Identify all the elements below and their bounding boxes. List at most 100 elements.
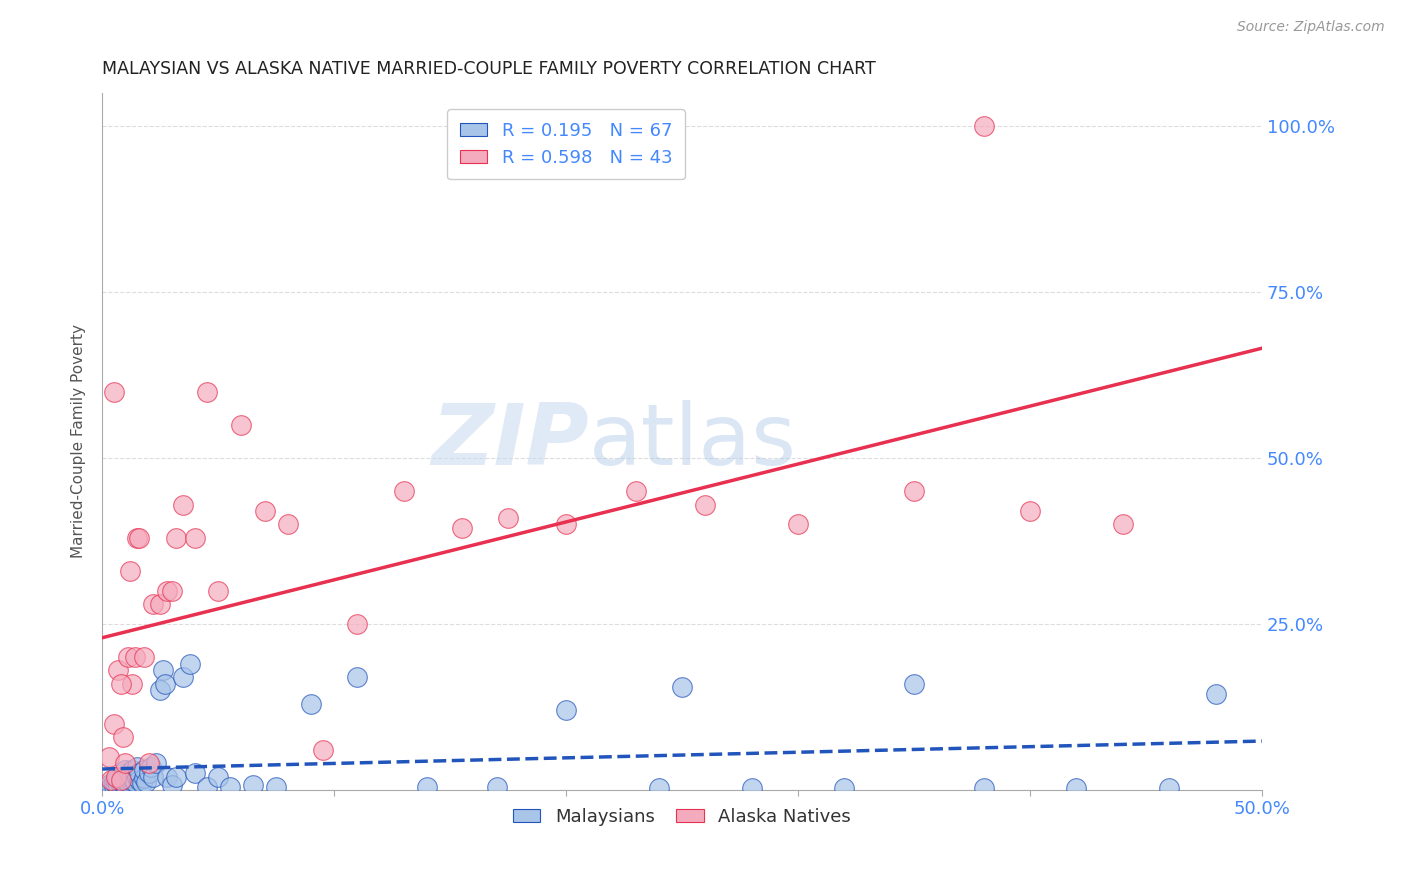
Point xyxy=(903,677,925,691)
Point xyxy=(903,484,925,499)
Point xyxy=(107,776,129,790)
Point xyxy=(1205,687,1227,701)
Point xyxy=(671,680,693,694)
Point xyxy=(741,780,763,795)
Point xyxy=(485,780,508,794)
Point xyxy=(242,778,264,792)
Text: Source: ZipAtlas.com: Source: ZipAtlas.com xyxy=(1237,20,1385,34)
Point xyxy=(160,583,183,598)
Point xyxy=(142,770,165,784)
Point xyxy=(100,776,122,790)
Point xyxy=(98,778,121,792)
Point xyxy=(100,772,122,787)
Point xyxy=(112,776,135,790)
Point xyxy=(118,766,141,780)
Point xyxy=(114,763,136,777)
Point xyxy=(416,780,439,794)
Point xyxy=(132,763,155,777)
Point xyxy=(834,780,856,795)
Point xyxy=(107,780,129,794)
Point xyxy=(346,617,368,632)
Point xyxy=(121,771,143,785)
Point xyxy=(103,775,125,789)
Point xyxy=(138,756,160,771)
Point xyxy=(96,780,118,794)
Point xyxy=(1112,517,1135,532)
Point xyxy=(311,743,333,757)
Point xyxy=(121,763,143,777)
Point xyxy=(128,766,150,780)
Point xyxy=(110,772,132,787)
Point xyxy=(103,716,125,731)
Point xyxy=(125,760,148,774)
Point xyxy=(648,780,671,795)
Point xyxy=(156,583,179,598)
Point xyxy=(114,772,136,787)
Point xyxy=(184,531,207,545)
Point xyxy=(117,770,139,784)
Point xyxy=(138,766,160,780)
Point xyxy=(231,417,253,432)
Point xyxy=(112,730,135,744)
Point xyxy=(124,650,146,665)
Point xyxy=(1159,780,1181,795)
Legend: Malaysians, Alaska Natives: Malaysians, Alaska Natives xyxy=(506,801,858,833)
Point xyxy=(110,770,132,784)
Point xyxy=(110,775,132,789)
Point xyxy=(195,384,218,399)
Point xyxy=(142,597,165,611)
Point xyxy=(695,498,717,512)
Point xyxy=(346,670,368,684)
Point xyxy=(131,776,153,790)
Point xyxy=(156,770,179,784)
Point xyxy=(98,780,121,795)
Point xyxy=(973,120,995,134)
Point xyxy=(149,683,172,698)
Point xyxy=(496,510,519,524)
Point xyxy=(207,770,229,784)
Text: atlas: atlas xyxy=(589,400,797,483)
Point xyxy=(1066,780,1088,795)
Point xyxy=(218,780,240,794)
Point xyxy=(299,697,322,711)
Point xyxy=(114,778,136,792)
Point xyxy=(125,531,148,545)
Point xyxy=(117,775,139,789)
Point xyxy=(135,775,157,789)
Text: MALAYSIAN VS ALASKA NATIVE MARRIED-COUPLE FAMILY POVERTY CORRELATION CHART: MALAYSIAN VS ALASKA NATIVE MARRIED-COUPL… xyxy=(103,60,876,78)
Point xyxy=(392,484,415,499)
Point xyxy=(264,780,287,794)
Point xyxy=(128,531,150,545)
Point xyxy=(450,521,472,535)
Point xyxy=(117,650,139,665)
Point xyxy=(118,772,141,787)
Point xyxy=(165,770,187,784)
Point xyxy=(132,650,155,665)
Point xyxy=(555,517,578,532)
Point xyxy=(184,766,207,780)
Point xyxy=(172,498,194,512)
Point xyxy=(103,779,125,793)
Text: ZIP: ZIP xyxy=(432,400,589,483)
Point xyxy=(107,771,129,785)
Point xyxy=(145,756,167,771)
Point xyxy=(160,778,183,792)
Point xyxy=(207,583,229,598)
Point xyxy=(125,770,148,784)
Point xyxy=(153,677,176,691)
Point xyxy=(624,484,647,499)
Point xyxy=(253,504,276,518)
Point xyxy=(165,531,187,545)
Point xyxy=(1019,504,1042,518)
Point xyxy=(149,597,172,611)
Point xyxy=(277,517,299,532)
Point xyxy=(128,772,150,787)
Point xyxy=(100,780,122,795)
Point xyxy=(973,780,995,795)
Point xyxy=(139,760,162,774)
Point xyxy=(152,664,174,678)
Point xyxy=(105,770,128,784)
Point xyxy=(124,775,146,789)
Point xyxy=(105,778,128,792)
Point xyxy=(110,778,132,792)
